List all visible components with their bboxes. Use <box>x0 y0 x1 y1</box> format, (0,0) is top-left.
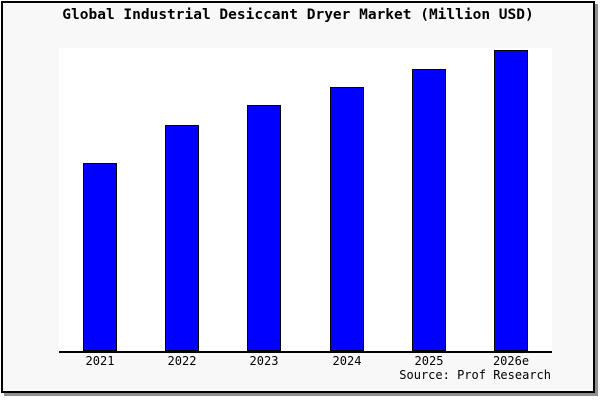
bar-2022 <box>165 125 199 351</box>
chart-card: Global Industrial Desiccant Dryer Market… <box>1 1 595 393</box>
chart-title: Global Industrial Desiccant Dryer Market… <box>62 7 534 23</box>
x-tick-label-2022: 2022 <box>167 354 197 368</box>
x-tick-label-2025: 2025 <box>414 354 444 368</box>
plot-area <box>59 48 552 353</box>
source-credit: Source: Prof Research <box>399 368 551 382</box>
x-tick-label-2023: 2023 <box>249 354 279 368</box>
x-tick-label-2024: 2024 <box>332 354 362 368</box>
bar-2023 <box>247 105 281 351</box>
x-tick-label-2021: 2021 <box>85 354 115 368</box>
bar-2026e <box>494 50 528 351</box>
bar-2025 <box>412 69 446 351</box>
bar-2021 <box>83 163 117 351</box>
x-tick-label-2026e: 2026e <box>492 354 530 368</box>
bar-2024 <box>330 87 364 351</box>
x-axis-labels: 2021 2022 2023 2024 2025 2026e <box>59 354 552 368</box>
